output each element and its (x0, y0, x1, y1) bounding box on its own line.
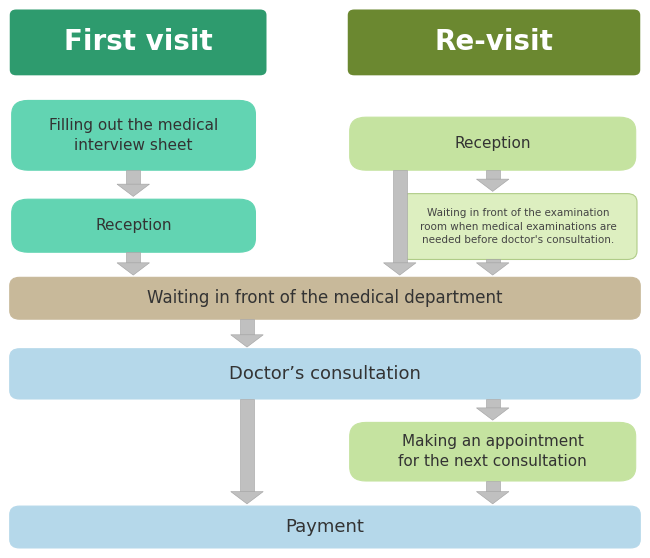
FancyBboxPatch shape (350, 422, 636, 481)
Text: Payment: Payment (285, 518, 365, 536)
FancyBboxPatch shape (10, 277, 640, 319)
Text: First visit: First visit (64, 28, 213, 56)
Text: Doctor’s consultation: Doctor’s consultation (229, 365, 421, 383)
Polygon shape (117, 263, 150, 275)
Polygon shape (476, 179, 509, 191)
Text: Making an appointment
for the next consultation: Making an appointment for the next consu… (398, 434, 587, 469)
Polygon shape (117, 184, 150, 196)
FancyBboxPatch shape (348, 9, 640, 75)
Polygon shape (126, 170, 140, 184)
Text: Waiting in front of the medical department: Waiting in front of the medical departme… (148, 289, 502, 307)
Polygon shape (240, 399, 254, 492)
Polygon shape (231, 492, 263, 504)
Polygon shape (486, 170, 500, 179)
FancyBboxPatch shape (10, 349, 640, 399)
Text: Reception: Reception (454, 136, 531, 151)
Polygon shape (393, 170, 407, 263)
Text: Reception: Reception (96, 218, 172, 233)
Polygon shape (384, 263, 416, 275)
Polygon shape (126, 252, 140, 263)
Text: Waiting in front of the examination
room when medical examinations are
needed be: Waiting in front of the examination room… (420, 208, 617, 245)
FancyBboxPatch shape (12, 199, 255, 252)
Text: Filling out the medical
interview sheet: Filling out the medical interview sheet (49, 118, 218, 153)
Polygon shape (486, 259, 500, 263)
FancyBboxPatch shape (12, 100, 255, 170)
Polygon shape (476, 408, 509, 420)
FancyBboxPatch shape (10, 9, 266, 75)
FancyBboxPatch shape (400, 194, 637, 259)
Polygon shape (486, 481, 500, 492)
Polygon shape (476, 492, 509, 504)
Text: Re-visit: Re-visit (435, 28, 553, 56)
Polygon shape (231, 335, 263, 347)
FancyBboxPatch shape (350, 117, 636, 170)
Polygon shape (486, 399, 500, 408)
Polygon shape (476, 263, 509, 275)
Polygon shape (240, 319, 254, 335)
FancyBboxPatch shape (10, 506, 640, 548)
